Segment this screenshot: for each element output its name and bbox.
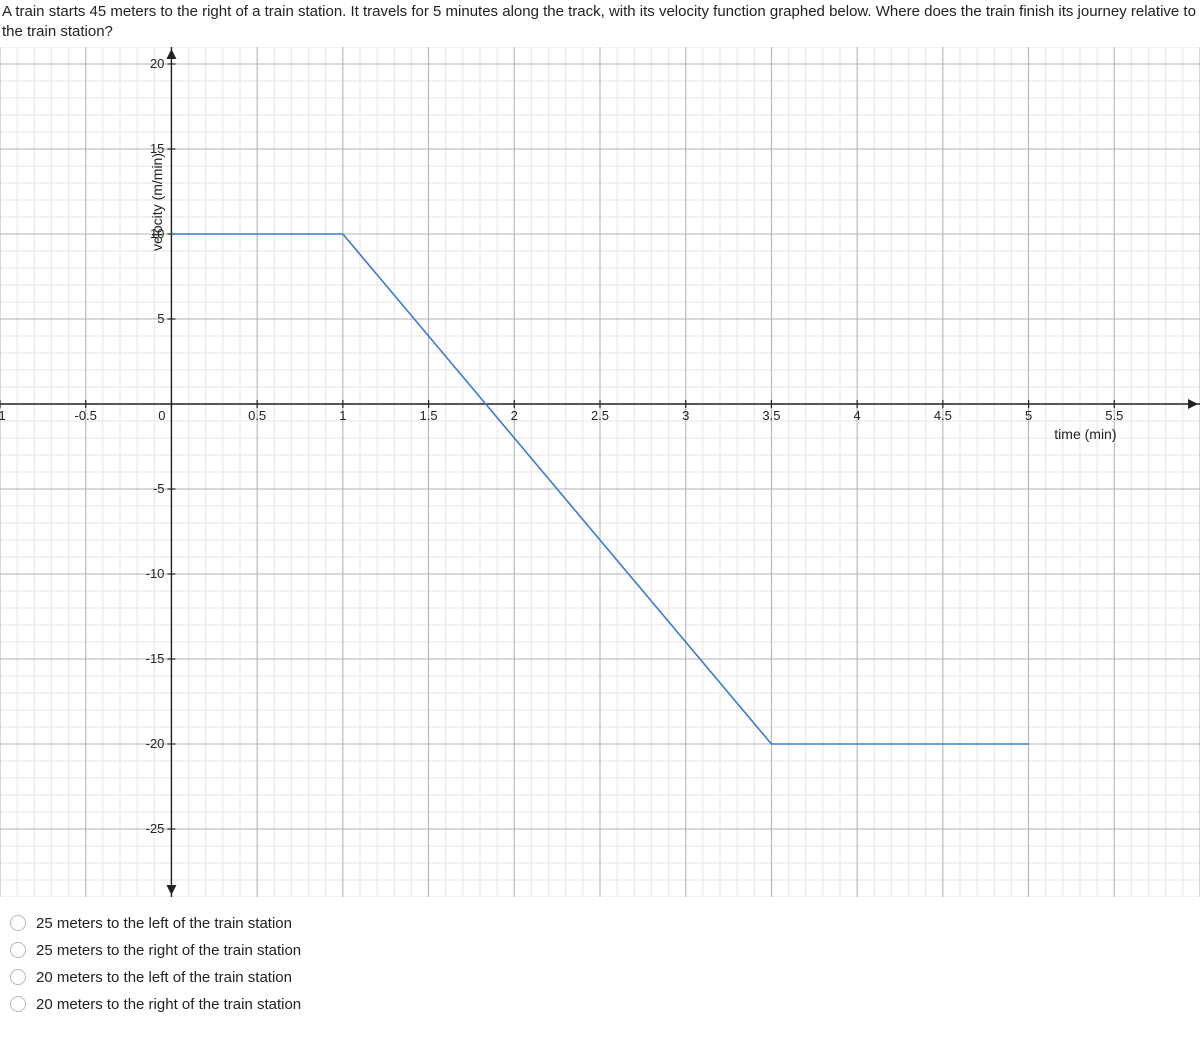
velocity-chart: -1-0.500.511.522.533.544.555.52015105-5-… bbox=[0, 47, 1200, 897]
radio-icon bbox=[10, 942, 26, 958]
answer-label: 20 meters to the right of the train stat… bbox=[36, 996, 301, 1013]
svg-text:-5: -5 bbox=[153, 481, 165, 496]
answer-label: 25 meters to the right of the train stat… bbox=[36, 942, 301, 959]
answer-option[interactable]: 20 meters to the right of the train stat… bbox=[10, 996, 1194, 1013]
svg-text:5.5: 5.5 bbox=[1105, 408, 1123, 423]
answer-list: 25 meters to the left of the train stati… bbox=[0, 897, 1200, 1029]
svg-text:3.5: 3.5 bbox=[762, 408, 780, 423]
svg-text:4.5: 4.5 bbox=[934, 408, 952, 423]
radio-icon bbox=[10, 996, 26, 1012]
x-axis-label: time (min) bbox=[1054, 426, 1116, 442]
answer-option[interactable]: 20 meters to the left of the train stati… bbox=[10, 969, 1194, 986]
svg-text:0.5: 0.5 bbox=[248, 408, 266, 423]
svg-text:1.5: 1.5 bbox=[420, 408, 438, 423]
svg-text:4: 4 bbox=[854, 408, 861, 423]
svg-text:-20: -20 bbox=[146, 736, 165, 751]
svg-text:3: 3 bbox=[682, 408, 689, 423]
svg-text:-10: -10 bbox=[146, 566, 165, 581]
svg-text:2: 2 bbox=[511, 408, 518, 423]
answer-option[interactable]: 25 meters to the right of the train stat… bbox=[10, 942, 1194, 959]
question-text: A train starts 45 meters to the right of… bbox=[0, 0, 1200, 47]
svg-text:-1: -1 bbox=[0, 408, 6, 423]
svg-text:-0.5: -0.5 bbox=[75, 408, 97, 423]
svg-text:-25: -25 bbox=[146, 821, 165, 836]
answer-option[interactable]: 25 meters to the left of the train stati… bbox=[10, 915, 1194, 932]
svg-text:2.5: 2.5 bbox=[591, 408, 609, 423]
radio-icon bbox=[10, 915, 26, 931]
radio-icon bbox=[10, 969, 26, 985]
answer-label: 20 meters to the left of the train stati… bbox=[36, 969, 292, 986]
svg-text:-15: -15 bbox=[146, 651, 165, 666]
answer-label: 25 meters to the left of the train stati… bbox=[36, 915, 292, 932]
y-axis-label: velocity (m/min) bbox=[149, 152, 165, 250]
svg-text:5: 5 bbox=[1025, 408, 1032, 423]
svg-text:1: 1 bbox=[339, 408, 346, 423]
svg-text:5: 5 bbox=[157, 311, 164, 326]
chart-svg: -1-0.500.511.522.533.544.555.52015105-5-… bbox=[0, 47, 1200, 897]
svg-text:20: 20 bbox=[150, 56, 164, 71]
svg-text:0: 0 bbox=[158, 408, 165, 423]
